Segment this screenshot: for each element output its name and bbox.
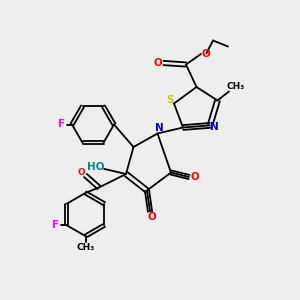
Text: F: F bbox=[52, 220, 59, 230]
Text: O: O bbox=[190, 172, 199, 182]
Text: O: O bbox=[147, 212, 156, 222]
Text: S: S bbox=[167, 95, 174, 105]
Text: CH₃: CH₃ bbox=[77, 243, 95, 252]
Text: O: O bbox=[201, 49, 210, 59]
Text: HO: HO bbox=[87, 161, 105, 172]
Text: F: F bbox=[58, 119, 65, 129]
Text: CH₃: CH₃ bbox=[226, 82, 244, 91]
Text: O: O bbox=[77, 168, 85, 177]
Text: N: N bbox=[210, 122, 219, 132]
Text: N: N bbox=[154, 123, 164, 133]
Text: O: O bbox=[154, 58, 163, 68]
